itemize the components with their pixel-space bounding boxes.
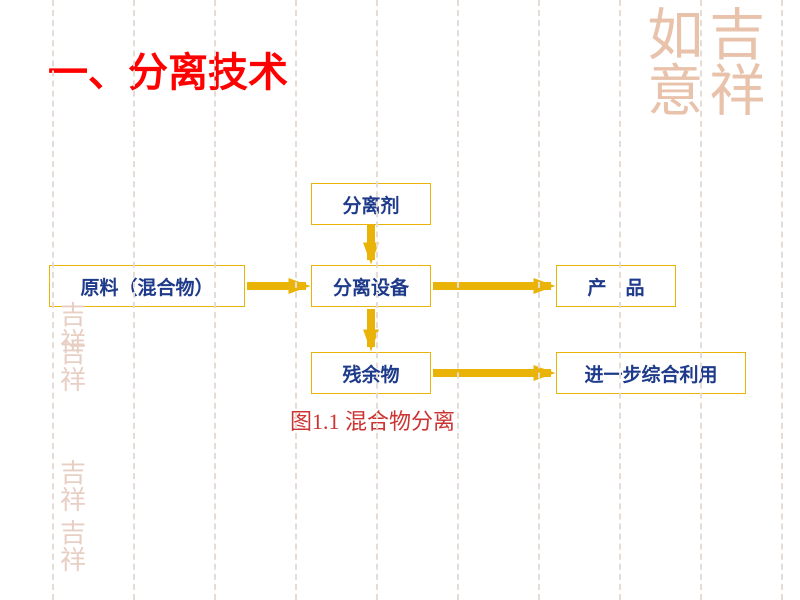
grid-line <box>52 0 54 600</box>
node-reuse: 进一步综合利用 <box>556 352 746 394</box>
node-product: 产 品 <box>556 265 676 307</box>
node-separating-agent: 分离剂 <box>311 183 431 225</box>
grid-line <box>781 0 783 600</box>
node-label: 分离剂 <box>342 191 399 218</box>
grid-line <box>619 0 621 600</box>
grid-line <box>457 0 459 600</box>
grid-line <box>133 0 135 600</box>
node-label: 原料（混合物） <box>80 273 213 300</box>
node-label: 产 品 <box>587 273 644 300</box>
seal-decoration-large: 吉祥 <box>702 5 761 117</box>
grid-line <box>376 0 378 600</box>
seal-decoration: 吉祥 <box>60 520 86 575</box>
node-label: 分离设备 <box>333 273 409 300</box>
node-separation-device: 分离设备 <box>311 265 431 307</box>
grid-line <box>214 0 216 600</box>
node-label: 进一步综合利用 <box>584 360 717 387</box>
grid-line <box>295 0 297 600</box>
figure-caption: 图1.1 混合物分离 <box>290 404 455 436</box>
seal-decoration-large: 如意 <box>640 5 699 117</box>
node-residue: 残余物 <box>311 352 431 394</box>
seal-decoration: 吉祥 <box>60 340 86 395</box>
seal-decoration: 吉祥 <box>60 460 86 515</box>
node-label: 残余物 <box>342 360 399 387</box>
page-title: 一、分离技术 <box>48 40 288 98</box>
grid-line <box>538 0 540 600</box>
